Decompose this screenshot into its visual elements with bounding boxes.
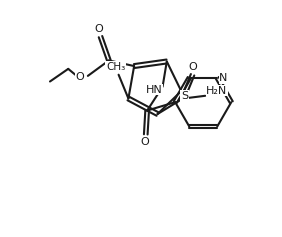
Text: HN: HN [146, 85, 162, 95]
Text: H₂N: H₂N [206, 86, 228, 96]
Text: S: S [181, 91, 188, 101]
Text: CH₃: CH₃ [106, 62, 125, 72]
Text: N: N [219, 73, 228, 83]
Text: O: O [76, 72, 84, 82]
Text: O: O [189, 62, 197, 72]
Text: O: O [95, 24, 103, 34]
Text: O: O [140, 137, 149, 147]
